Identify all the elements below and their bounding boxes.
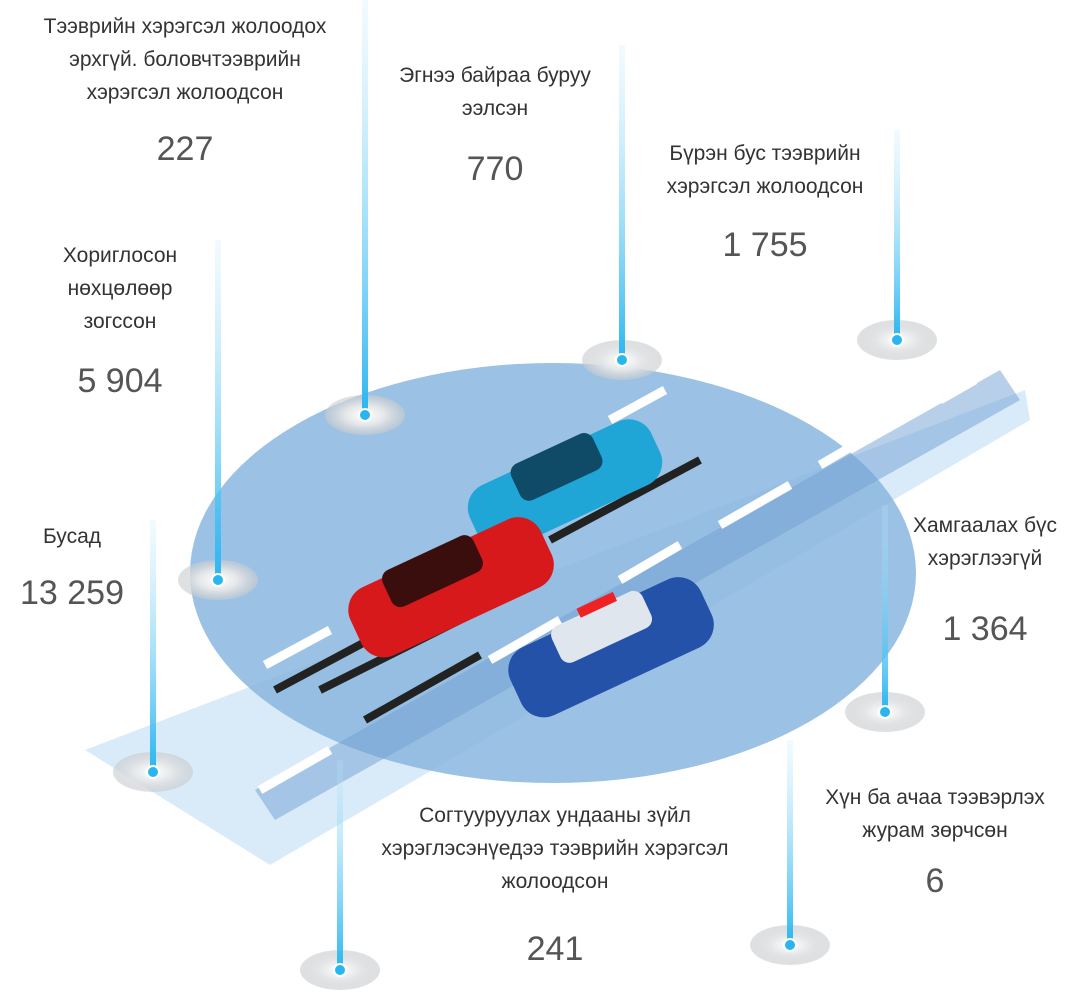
item-label: Согтууруулах ундааны зүйл [419,804,691,827]
item-label: хэрэглэсэнүедээ тээврийн хэрэгсэл [381,837,728,860]
item-label: хэрэгсэл жолоодсон [667,175,864,198]
pin-dot [616,354,628,366]
pin-line [619,45,625,360]
item-label: Тээврийн хэрэгсэл жолоодох [44,15,327,38]
item-label: хэрэгсэл жолоодсон [87,81,284,104]
item-label: эрхгүй. боловчтээврийн [69,48,301,71]
pin-line [894,130,900,340]
item-value: 241 [527,930,584,968]
pin-line [362,0,368,415]
item-value: 13 259 [20,574,124,612]
item-label: Хориглосон [63,244,177,267]
pin-line [150,520,156,772]
item-value: 1 364 [942,610,1027,648]
item-label: нөхцөлөөр [68,277,173,300]
item-value: 6 [926,862,945,900]
item-label: хэрэглээгүй [928,547,1042,570]
item-value: 5 904 [77,362,162,400]
item-value: 770 [467,150,524,188]
item-label: журам зөрчсөн [862,819,1007,842]
item-label: ээлсэн [462,97,528,120]
item-value: 1 755 [722,226,807,264]
item-label: Хүн ба ачаа тээвэрлэх [825,786,1045,809]
item-label: зогссон [84,310,157,333]
item-value: 227 [157,130,214,168]
item-label: Эгнээ байраа буруу [399,64,591,87]
item-label: Хамгаалах бүс [913,514,1057,537]
pin-dot [212,574,224,586]
pin-dot [891,334,903,346]
pin-dot [359,409,371,421]
pin-line [215,240,221,580]
pin-dot [147,766,159,778]
pin-dot [879,706,891,718]
item-label: жолоодсон [502,870,609,893]
pin-line [787,740,793,945]
pin-line [337,760,343,970]
infographic: Тээврийн хэрэгсэл жолоодох эрхгүй. боловч… [0,0,1091,996]
item-label: Бүрэн бус тээврийн [669,142,860,165]
pin-dot [334,964,346,976]
pin-dot [784,939,796,951]
item-label: Бусад [43,525,101,548]
pin-line [882,505,888,712]
